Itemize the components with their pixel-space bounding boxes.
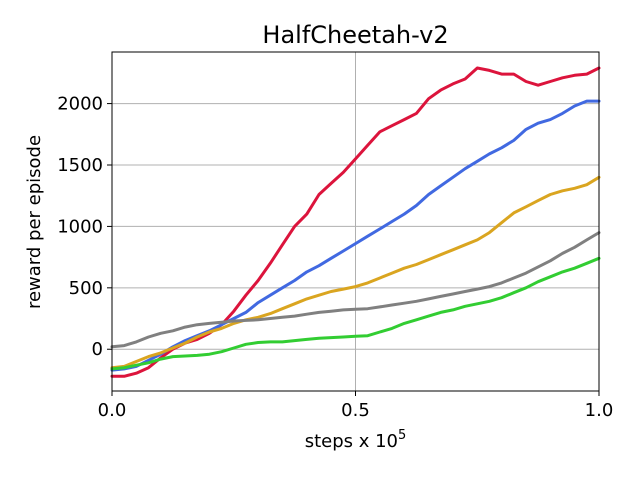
y-tick-label: 1000 [57,216,103,237]
y-tick-label: 500 [69,278,103,299]
chart-title: HalfCheetah-v2 [262,21,448,49]
x-axis-label: steps x 105 [305,428,407,452]
series-layer [110,66,601,378]
x-tick-label: 1.0 [585,400,614,421]
y-tick-label: 0 [92,339,103,360]
y-axis-label: reward per episode [24,135,45,309]
series-line-3 [110,175,601,370]
y-tick-label: 2000 [57,94,103,115]
x-tick-label: 0.5 [341,400,370,421]
x-ticks: 0.0 0.5 1.0 [98,391,614,421]
x-axis-label-exponent: 5 [398,428,406,443]
series-line-2 [110,99,601,372]
y-ticks: 0 500 1000 1500 2000 [57,94,112,360]
y-tick-label: 1500 [57,155,103,176]
x-axis-label-text: steps x 10 [305,431,398,452]
series-line-4 [110,231,601,349]
series-line-5 [110,256,601,371]
x-tick-label: 0.0 [98,400,127,421]
